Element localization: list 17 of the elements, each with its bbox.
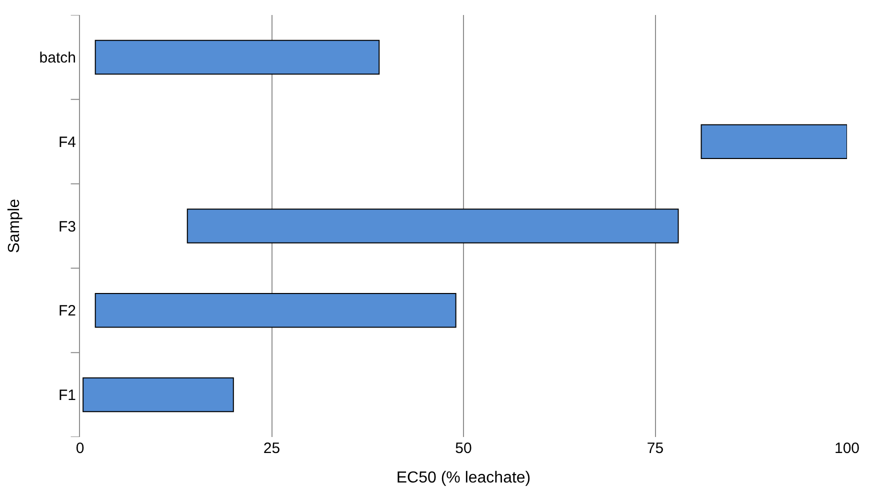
bar xyxy=(94,293,456,328)
y-tick-label: F3 xyxy=(58,218,76,236)
x-tick-label: 75 xyxy=(646,440,664,457)
x-tick-label: 25 xyxy=(263,440,280,457)
y-tick-label: batch xyxy=(39,49,76,66)
x-tick-label: 50 xyxy=(455,440,472,457)
x-tick-label: 100 xyxy=(834,440,860,457)
bar xyxy=(94,40,380,75)
y-axis-title: Sample xyxy=(6,198,24,254)
y-tick-label: F1 xyxy=(58,387,76,404)
bar xyxy=(700,124,847,159)
x-tick-label: 0 xyxy=(76,440,84,457)
y-tick-label: F2 xyxy=(58,302,76,320)
bar xyxy=(82,377,234,412)
bar xyxy=(186,208,679,244)
x-axis-title: EC50 (% leachate) xyxy=(396,470,531,487)
y-tick-label: F4 xyxy=(58,134,76,151)
